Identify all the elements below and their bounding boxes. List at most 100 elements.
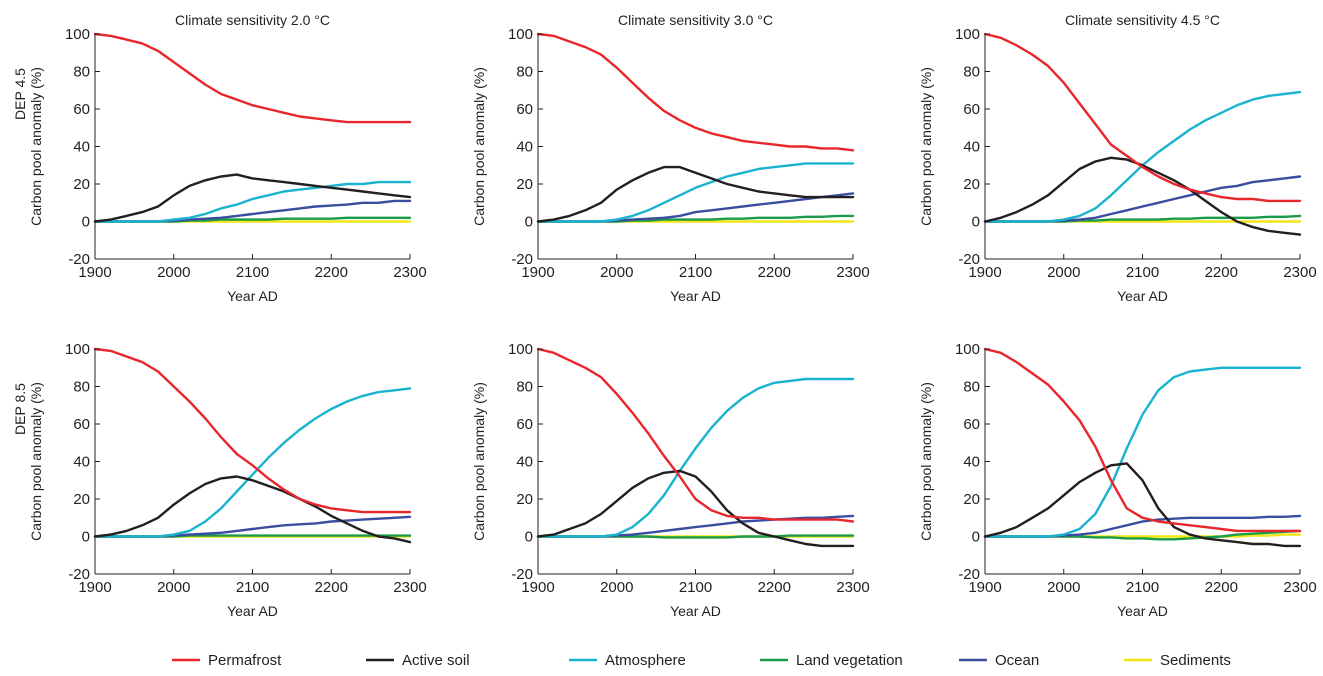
- x-tick-label: 2200: [315, 264, 348, 281]
- y-tick-label: -20: [68, 566, 90, 583]
- panel-title: Climate sensitivity 2.0 °C: [175, 12, 330, 28]
- x-axis-title: Year AD: [1117, 603, 1168, 619]
- panel-5: -20 0 20 40 60 80 100 1900 2000 2100 2200 2300 Year …: [471, 341, 870, 619]
- series-line-active-soil: [983, 462, 1302, 548]
- panel-2: -20 0 20 40 60 80 100 1900 2000 2100 2200 2300 Year …: [471, 12, 870, 304]
- y-tick-label: 100: [955, 26, 980, 43]
- series-line-permafrost: [93, 32, 412, 124]
- panel-4: -20 0 20 40 60 80 100 1900 2000 2100 2200 2300 Year …: [12, 341, 427, 619]
- series-line-atmosphere: [983, 90, 1302, 223]
- legend-label: Ocean: [995, 652, 1039, 669]
- y-tick-label: 60: [73, 101, 90, 118]
- y-tick-label: -20: [958, 566, 980, 583]
- x-axis-title: Year AD: [227, 288, 278, 304]
- y-tick-label: 0: [525, 214, 533, 231]
- x-tick-label: 2000: [1047, 264, 1080, 281]
- x-tick-label: 2000: [157, 579, 190, 596]
- x-tick-label: 2000: [1047, 579, 1080, 596]
- y-tick-label: 20: [516, 491, 533, 508]
- y-tick-label: 100: [508, 341, 533, 358]
- x-tick-label: 1900: [78, 264, 111, 281]
- x-tick-label: 2100: [236, 579, 269, 596]
- series-line-atmosphere: [983, 366, 1302, 538]
- x-tick-label: 2200: [315, 579, 348, 596]
- y-tick-label: 0: [972, 529, 980, 546]
- y-tick-label: 60: [963, 101, 980, 118]
- panel-1: -20 0 20 40 60 80 100 1900 2000 2100 2200 2300 Year …: [12, 12, 427, 304]
- x-tick-label: 2100: [1126, 579, 1159, 596]
- row-label: DEP 4.5: [12, 68, 28, 120]
- y-tick-label: 80: [516, 379, 533, 396]
- y-tick-label: 60: [73, 416, 90, 433]
- y-tick-label: 0: [972, 214, 980, 231]
- legend-label: Permafrost: [208, 652, 282, 669]
- legend-label: Atmosphere: [605, 652, 686, 669]
- y-tick-label: 40: [73, 454, 90, 471]
- x-tick-label: 2200: [1205, 264, 1238, 281]
- y-tick-label: 20: [963, 491, 980, 508]
- series-line-permafrost: [983, 347, 1302, 533]
- y-tick-label: 0: [525, 529, 533, 546]
- y-tick-label: 100: [508, 26, 533, 43]
- y-tick-label: -20: [511, 566, 533, 583]
- y-axis-title: Carbon pool anomaly (%): [28, 67, 44, 226]
- x-tick-label: 2100: [1126, 264, 1159, 281]
- x-tick-label: 2000: [600, 264, 633, 281]
- panel-6: -20 0 20 40 60 80 100 1900 2000 2100 2200 2300 Year …: [918, 341, 1317, 619]
- y-axis-title: Carbon pool anomaly (%): [918, 67, 934, 226]
- series-line-atmosphere: [93, 387, 412, 538]
- x-tick-label: 2000: [157, 264, 190, 281]
- x-tick-label: 1900: [78, 579, 111, 596]
- x-tick-label: 2300: [1283, 579, 1316, 596]
- x-tick-label: 1900: [521, 579, 554, 596]
- x-tick-label: 2200: [758, 264, 791, 281]
- legend-label: Land vegetation: [796, 652, 903, 669]
- y-tick-label: 20: [516, 176, 533, 193]
- x-tick-label: 1900: [968, 264, 1001, 281]
- y-axis-title: Carbon pool anomaly (%): [28, 382, 44, 541]
- row-label: DEP 8.5: [12, 383, 28, 435]
- y-tick-label: 80: [963, 64, 980, 81]
- x-tick-label: 2200: [758, 579, 791, 596]
- panel-title: Climate sensitivity 4.5 °C: [1065, 12, 1220, 28]
- panel-3: -20 0 20 40 60 80 100 1900 2000 2100 2200 2300 Year …: [918, 12, 1317, 304]
- x-tick-label: 2100: [236, 264, 269, 281]
- y-tick-label: 40: [963, 454, 980, 471]
- x-tick-label: 2300: [836, 579, 869, 596]
- series-line-active-soil: [536, 165, 855, 223]
- y-tick-label: -20: [511, 251, 533, 268]
- x-tick-label: 2100: [679, 264, 712, 281]
- y-tick-label: 80: [73, 379, 90, 396]
- y-axis-title: Carbon pool anomaly (%): [471, 382, 487, 541]
- legend-label: Active soil: [402, 652, 470, 669]
- series-line-active-soil: [983, 156, 1302, 236]
- x-tick-label: 2000: [600, 579, 633, 596]
- x-tick-label: 2200: [1205, 579, 1238, 596]
- y-tick-label: 20: [73, 176, 90, 193]
- y-axis-title: Carbon pool anomaly (%): [918, 382, 934, 541]
- y-tick-label: 100: [65, 341, 90, 358]
- x-tick-label: 2300: [1283, 264, 1316, 281]
- y-tick-label: 40: [73, 139, 90, 156]
- series-line-permafrost: [536, 347, 855, 523]
- y-tick-label: 40: [516, 454, 533, 471]
- y-tick-label: 100: [955, 341, 980, 358]
- series-line-atmosphere: [536, 162, 855, 223]
- series-line-atmosphere: [93, 180, 412, 223]
- series-line-permafrost: [536, 32, 855, 152]
- x-axis-title: Year AD: [670, 603, 721, 619]
- y-tick-label: 40: [963, 139, 980, 156]
- y-tick-label: -20: [68, 251, 90, 268]
- x-tick-label: 2300: [393, 264, 426, 281]
- series-line-ocean: [93, 515, 412, 538]
- y-tick-label: 60: [963, 416, 980, 433]
- x-tick-label: 1900: [968, 579, 1001, 596]
- y-tick-label: 20: [963, 176, 980, 193]
- y-tick-label: 40: [516, 139, 533, 156]
- x-axis-title: Year AD: [670, 288, 721, 304]
- y-tick-label: 0: [82, 529, 90, 546]
- series-line-permafrost: [93, 347, 412, 514]
- series-line-active-soil: [93, 475, 412, 544]
- y-tick-label: 80: [963, 379, 980, 396]
